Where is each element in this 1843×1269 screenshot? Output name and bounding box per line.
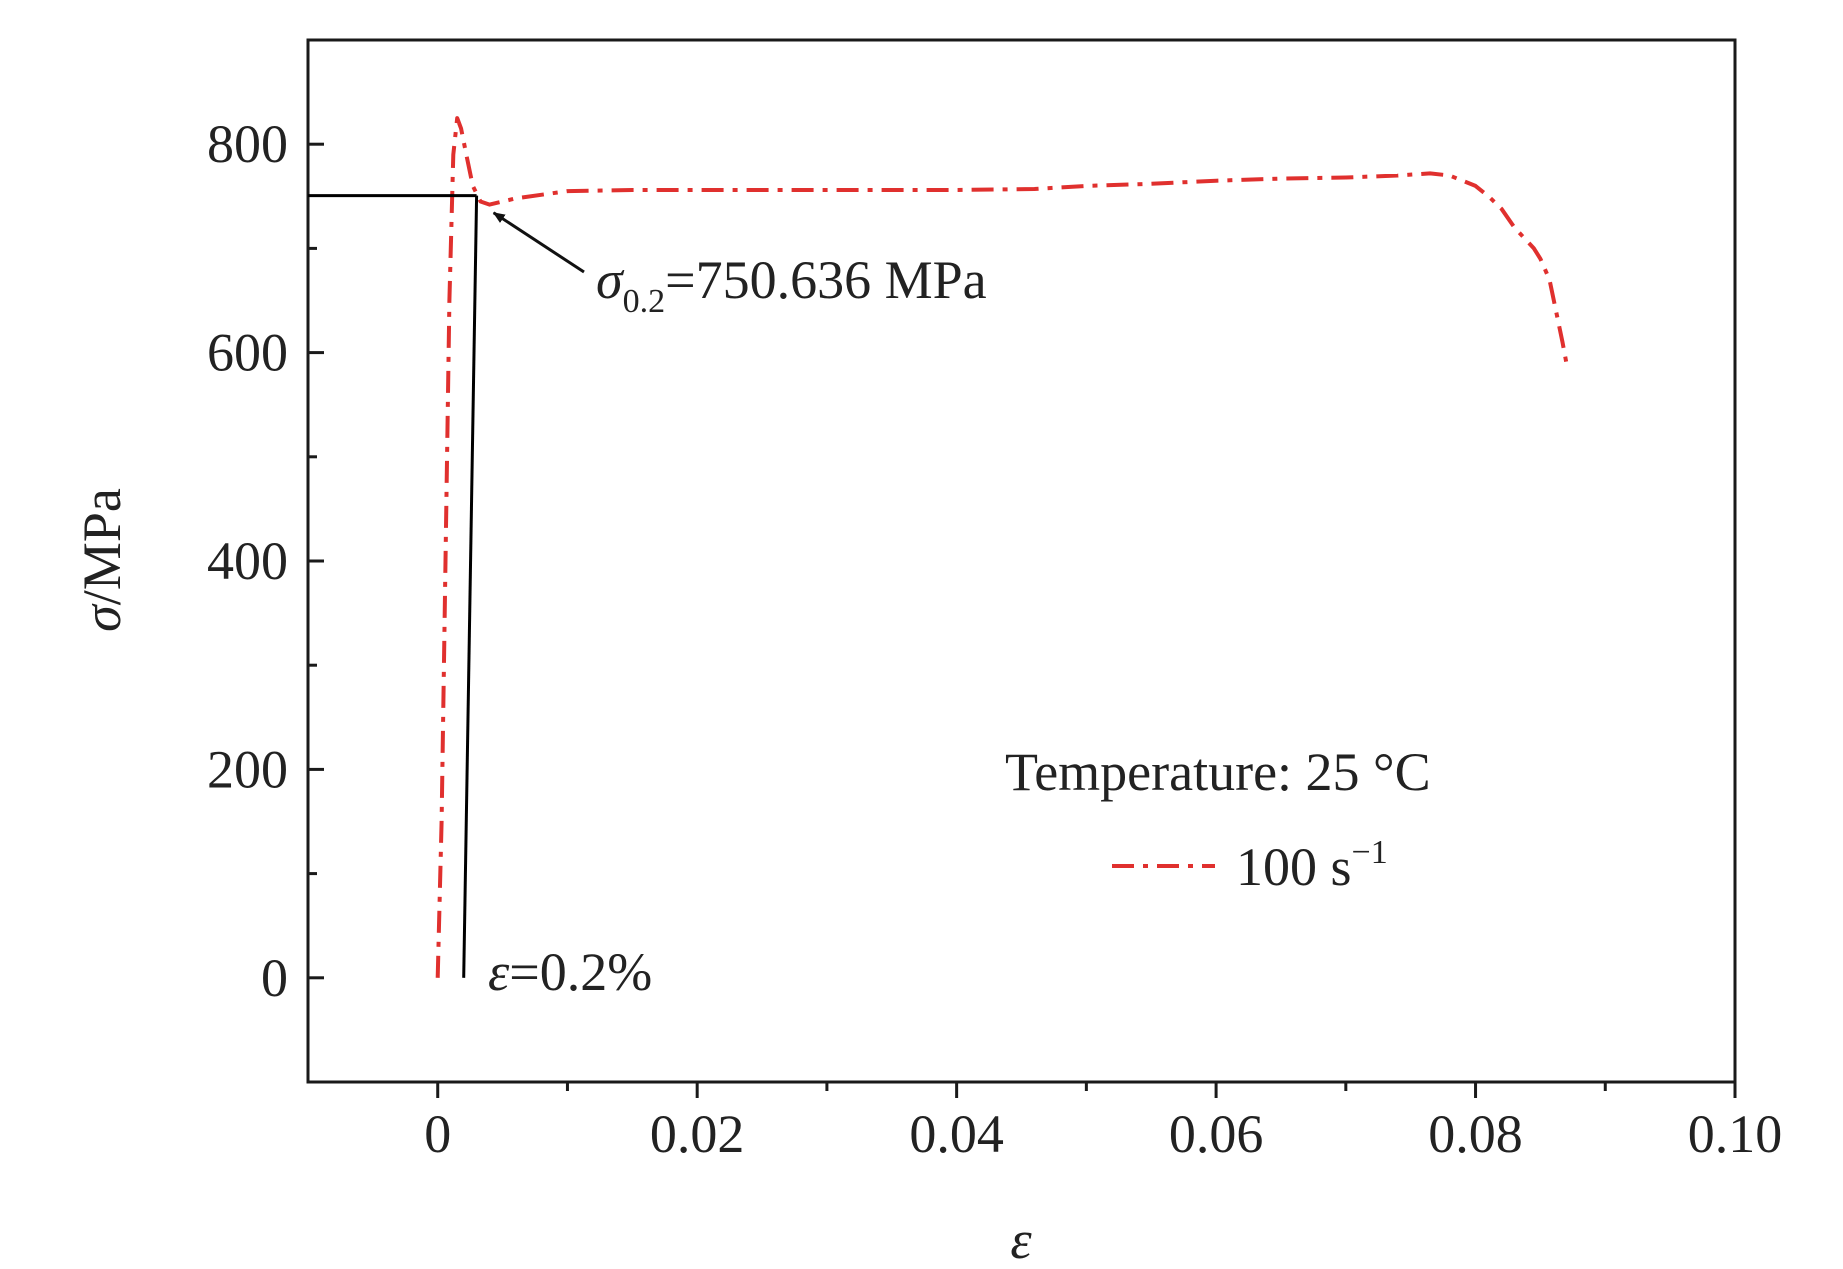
legend: Temperature: 25 °C 100 s−1: [1005, 742, 1431, 897]
x-tick-label: 0.08: [1428, 1104, 1523, 1164]
y-axis-label: σ/MPa: [72, 488, 132, 632]
x-tick-label: 0: [424, 1104, 451, 1164]
y-tick-labels: 0 200 400 600 800: [207, 114, 288, 1008]
x-tick-label: 0.02: [650, 1104, 745, 1164]
x-tick-label: 0.04: [909, 1104, 1004, 1164]
y-tick-label: 200: [207, 739, 288, 799]
series-line-100-per-s: [435, 116, 1569, 978]
y-tick-label: 800: [207, 114, 288, 174]
y-tick-label: 400: [207, 531, 288, 591]
legend-title: Temperature: 25 °C: [1005, 742, 1431, 802]
y-tick-label: 0: [261, 948, 288, 1008]
x-tick-label: 0.10: [1688, 1104, 1783, 1164]
yield-annotation-arrow: [492, 211, 585, 274]
x-tick-labels: 0 0.02 0.04 0.06 0.08 0.10: [424, 1104, 1782, 1164]
axis-ticks: [308, 142, 1737, 1098]
legend-entry-label: 100 s−1: [1236, 834, 1388, 897]
series-lines: [308, 116, 1569, 978]
x-tick-label: 0.06: [1169, 1104, 1264, 1164]
offset-line: [462, 195, 479, 978]
yield-annotation: σ0.2=750.636 MPa: [596, 250, 987, 320]
strain-offset-annotation: ε=0.2%: [488, 942, 652, 1002]
x-axis-label: ε: [1010, 1210, 1032, 1269]
y-tick-label: 600: [207, 323, 288, 383]
